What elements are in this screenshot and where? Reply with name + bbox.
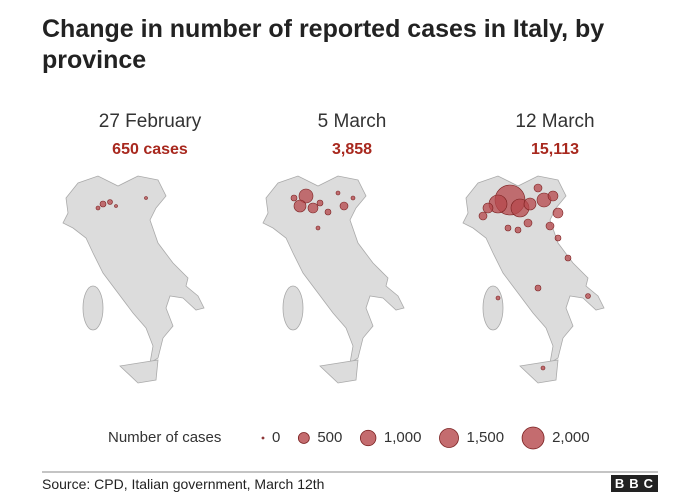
panel-date: 27 February [99,111,202,132]
map [262,175,405,384]
legend-label: 1,000 [384,429,422,446]
legend-title: Number of cases [108,429,221,446]
legend-circle [521,426,545,450]
panel-date: 12 March [515,111,594,132]
title: Change in number of reported cases in It… [42,15,605,74]
legend-circle [297,432,310,444]
map [62,175,205,384]
legend-circle [261,436,265,440]
legend-label: 0 [272,429,280,446]
legend-label: 2,000 [552,429,590,446]
legend-circle [439,428,459,448]
panel-total: 3,858 [332,141,372,158]
panel-date: 5 March [318,111,387,132]
legend-label: 500 [317,429,342,446]
panel-total: 650 cases [112,141,188,158]
map [462,175,605,384]
logo: BBC [610,475,658,492]
legend-label: 1,500 [467,429,505,446]
panel-total: 15,113 [531,141,579,158]
source: Source: CPD, Italian government, March 1… [42,476,325,492]
legend-circle [359,429,377,447]
